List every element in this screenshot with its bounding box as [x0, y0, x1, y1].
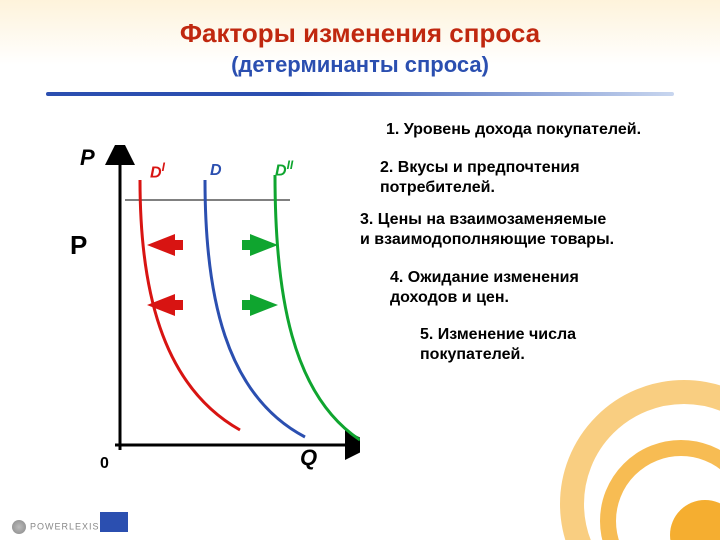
slide-title: Факторы изменения спроса	[0, 18, 720, 49]
demand-chart	[60, 145, 360, 485]
factor-4: 4. Ожидание изменениядоходов и цен.	[390, 268, 579, 308]
slide-root: { "title": { "text": "Факторы изменения …	[0, 0, 720, 540]
factor-2: 2. Вкусы и предпочтенияпотребителей.	[380, 158, 580, 198]
chart-svg	[60, 145, 360, 485]
title-underline	[46, 92, 674, 96]
factor-1: 1. Уровень дохода покупателей.	[386, 120, 641, 140]
decorative-circles	[560, 380, 720, 540]
slide-subtitle: (детерминанты спроса)	[0, 52, 720, 78]
footer-logo: POWERLEXIS	[12, 520, 100, 534]
factor-5: 5. Изменение числапокупателей.	[420, 325, 576, 365]
factor-3: 3. Цены на взаимозаменяемыеи взаимодопол…	[360, 210, 614, 250]
footer-slide-number-box	[100, 512, 128, 532]
